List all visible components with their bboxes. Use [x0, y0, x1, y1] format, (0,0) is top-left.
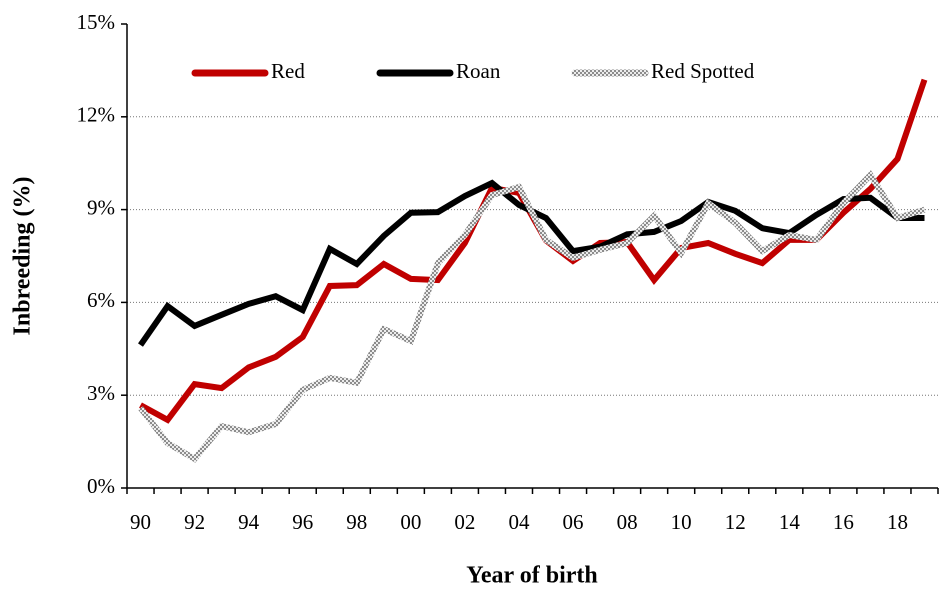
x-tick-label: 12 [725, 510, 746, 534]
x-tick-label: 90 [130, 510, 151, 534]
y-tick-label: 9% [87, 195, 115, 219]
x-axis-title: Year of birth [466, 563, 598, 589]
y-tick-label: 12% [77, 103, 116, 127]
y-tick-label: 6% [87, 288, 115, 312]
x-tick-label: 94 [238, 510, 260, 534]
series-line [138, 170, 926, 463]
y-tick-label: 3% [87, 381, 115, 405]
x-tick-label: 92 [184, 510, 205, 534]
legend-label: Red Spotted [651, 59, 755, 83]
x-tick-label: 10 [671, 510, 692, 534]
legend-label: Red [271, 59, 305, 83]
y-tick-label: 0% [87, 474, 115, 498]
x-tick-label: 08 [617, 510, 638, 534]
legend-label: Roan [456, 59, 501, 83]
x-tick-label: 02 [454, 510, 475, 534]
y-tick-label: 15% [77, 10, 116, 34]
y-axis-title: Inbreeding (%) [10, 177, 36, 336]
x-tick-label: 04 [508, 510, 530, 534]
x-tick-label: 98 [346, 510, 367, 534]
x-tick-label: 14 [779, 510, 801, 534]
x-tick-label: 16 [833, 510, 854, 534]
x-tick-label: 18 [887, 510, 908, 534]
x-tick-label: 00 [400, 510, 421, 534]
x-tick-label: 06 [563, 510, 584, 534]
series-line [139, 78, 928, 424]
x-tick-label: 96 [292, 510, 313, 534]
